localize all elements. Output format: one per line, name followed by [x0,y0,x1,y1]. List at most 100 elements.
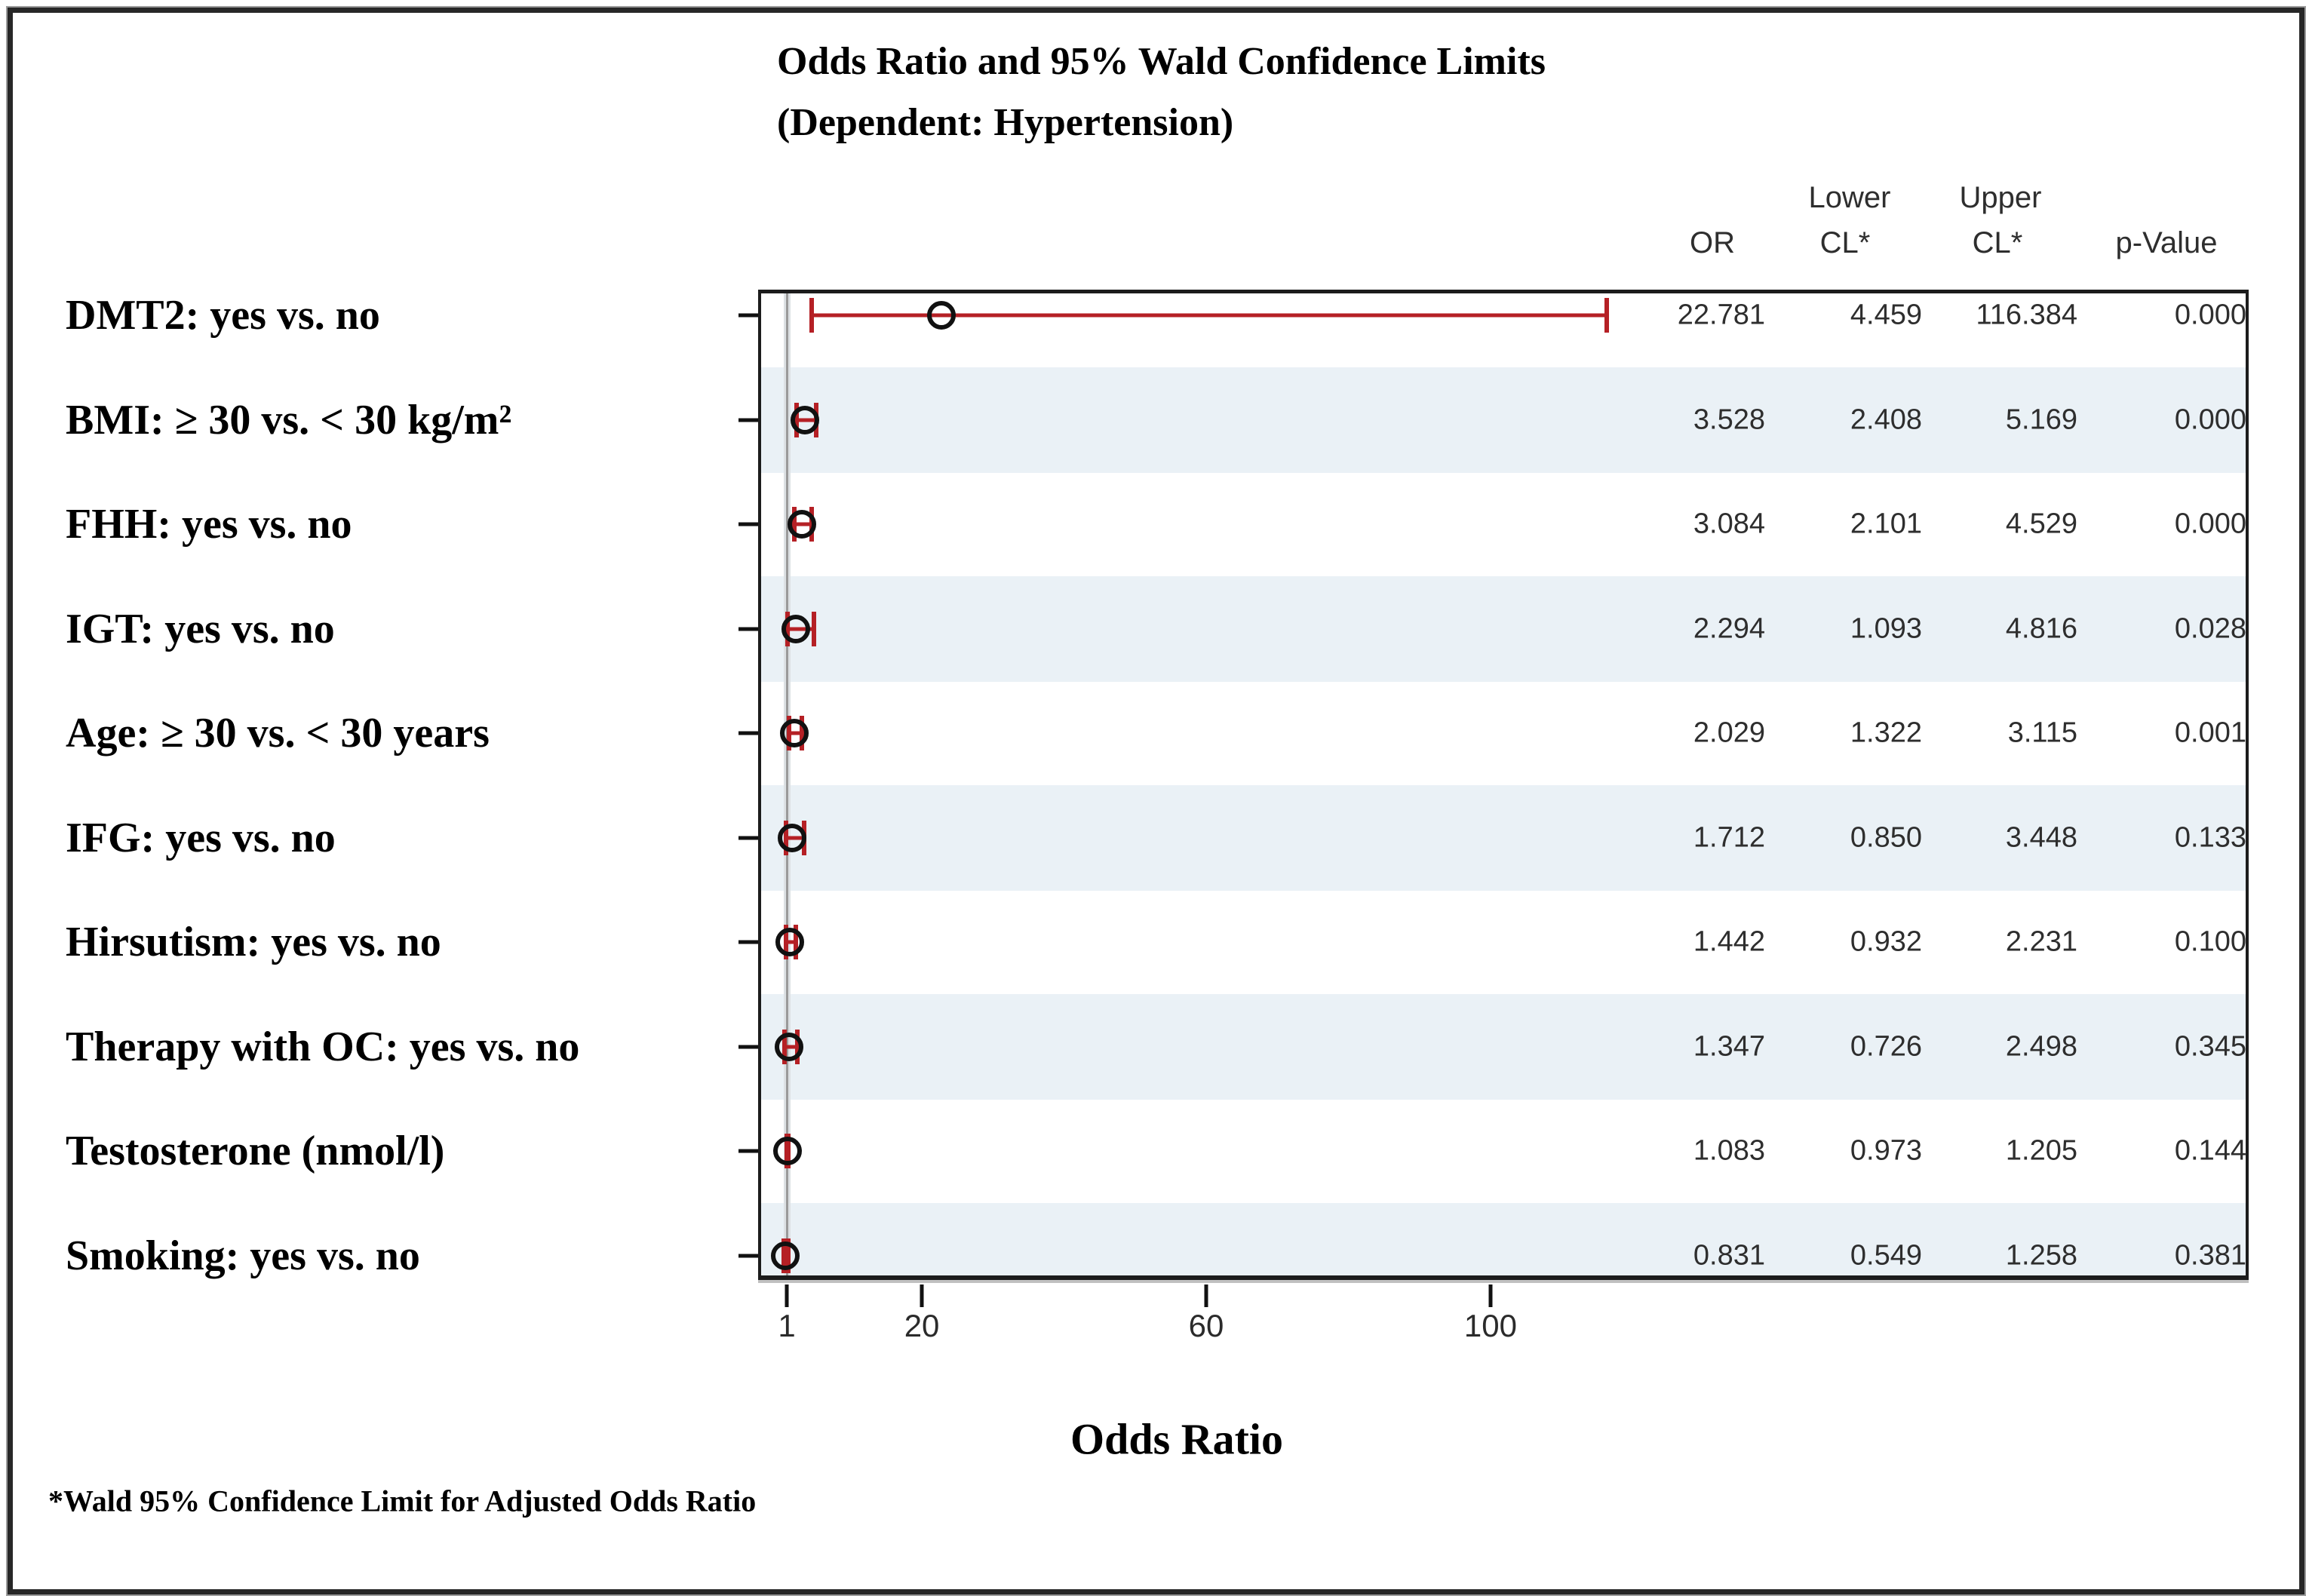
row-shading-band [761,993,2246,1100]
upper-cl-value: 1.205 [2005,1134,2077,1167]
p-value: 0.000 [2174,299,2246,331]
x-axis-tick-label: 100 [1463,1308,1518,1343]
odds-ratio-marker [772,1137,802,1165]
p-value: 0.381 [2174,1239,2246,1271]
upper-cl-value: 4.529 [2005,508,2077,540]
upper-cl-value: 3.115 [2007,717,2077,749]
y-axis-tick [738,313,758,318]
y-axis-tick [738,1254,758,1257]
odds-ratio-marker [771,1241,800,1270]
lower-cl-value: 0.549 [1850,1239,1922,1271]
y-axis-tick [738,731,758,735]
figure-frame: Odds Ratio and 95% Wald Confidence Limit… [6,6,2306,1596]
column-header-lower-line2: CL* [1819,226,1871,259]
y-axis-tick [738,940,758,944]
row-shading-band [761,367,2246,473]
row-shading-band [761,575,2246,682]
p-value: 0.000 [2174,508,2246,540]
ci-cap-upper [811,611,816,646]
x-axis-tick [1488,1284,1493,1307]
upper-cl-value: 1.258 [2005,1239,2077,1271]
lower-cl-value: 4.459 [1850,299,1922,331]
ci-whisker [811,313,1607,318]
lower-cl-value: 0.726 [1850,1030,1922,1062]
or-value: 1.442 [1693,925,1765,958]
or-value: 2.294 [1693,612,1765,644]
row-label: IFG: yes vs. no [66,814,336,861]
x-axis-tick-label: 20 [904,1308,940,1343]
row-label: BMI: ≥ 30 vs. < 30 kg/m² [66,396,512,444]
reference-line [786,293,788,1275]
row-label: Testosterone (nmol/l) [66,1128,445,1174]
odds-ratio-marker [787,510,816,539]
ci-cap-lower [809,298,814,333]
or-value: 3.084 [1693,508,1765,540]
lower-cl-value: 0.973 [1850,1134,1922,1167]
upper-cl-value: 3.448 [2005,821,2077,853]
x-axis-tick [1204,1284,1208,1307]
lower-cl-value: 1.322 [1850,717,1922,749]
odds-ratio-marker [775,1032,804,1061]
y-axis-tick [738,418,758,422]
odds-ratio-marker [779,719,809,747]
x-axis-tick [920,1284,924,1307]
odds-ratio-marker [775,928,805,956]
row-shading-band [761,1202,2246,1275]
y-axis-tick [738,836,758,839]
lower-cl-value: 1.093 [1850,612,1922,644]
lower-cl-value: 2.408 [1850,404,1922,435]
row-label: FHH: yes vs. no [66,501,352,548]
footnote: *Wald 95% Confidence Limit for Adjusted … [48,1484,757,1518]
column-header-upper-line2: CL* [1972,226,2023,259]
odds-ratio-marker [777,823,806,852]
row-label: Age: ≥ 30 vs. < 30 years [66,710,490,757]
or-value: 3.528 [1693,404,1765,435]
p-value: 0.100 [2174,925,2246,958]
or-value: 2.029 [1693,717,1765,749]
column-header-or: OR [1690,226,1735,259]
row-label: DMT2: yes vs. no [66,292,380,339]
row-label: Smoking: yes vs. no [66,1232,420,1279]
x-axis-tick-label: 60 [1188,1308,1224,1343]
plot-area: 22.781 4.459 116.384 0.000 3.528 2.408 5.169 0.… [758,290,2249,1280]
x-axis-tick-label: 1 [778,1308,796,1343]
or-value: 1.712 [1693,821,1765,853]
or-value: 22.781 [1677,299,1765,331]
or-value: 0.831 [1693,1239,1765,1271]
odds-ratio-marker [781,614,811,643]
upper-cl-value: 5.169 [2005,404,2077,435]
y-axis-tick [738,522,758,526]
lower-cl-value: 0.850 [1850,821,1922,853]
lower-cl-value: 0.932 [1850,925,1922,958]
figure-title-line2: (Dependent: Hypertension) [777,100,1234,144]
column-header-pvalue: p-Value [2115,226,2218,259]
p-value: 0.000 [2174,404,2246,435]
column-header-lower-line1: Lower [1808,181,1891,214]
x-axis-title: Odds Ratio [1070,1414,1284,1464]
y-axis-tick [738,1149,758,1153]
upper-cl-value: 116.384 [1976,299,2077,331]
row-shading-band [761,784,2246,891]
y-axis-tick [738,627,758,631]
or-value: 1.347 [1693,1030,1765,1062]
lower-cl-value: 2.101 [1850,508,1922,540]
odds-ratio-marker [927,301,956,330]
y-axis-tick [738,1045,758,1048]
upper-cl-value: 2.498 [2005,1030,2077,1062]
p-value: 0.144 [2174,1134,2246,1167]
row-label: IGT: yes vs. no [66,605,335,652]
column-header-upper-line1: Upper [1959,181,2042,214]
ci-cap-upper [1604,298,1610,333]
x-axis-tick [785,1284,789,1307]
figure-title-line1: Odds Ratio and 95% Wald Confidence Limit… [777,40,1546,83]
p-value: 0.001 [2174,717,2246,749]
upper-cl-value: 2.231 [2005,925,2077,958]
row-label: Hirsutism: yes vs. no [66,919,441,965]
p-value: 0.345 [2174,1030,2246,1062]
odds-ratio-marker [790,405,819,434]
row-label: Therapy with OC: yes vs. no [66,1023,580,1070]
figure-title: Odds Ratio and 95% Wald Confidence Limit… [777,32,1546,153]
or-value: 1.083 [1693,1134,1765,1167]
upper-cl-value: 4.816 [2005,612,2077,644]
p-value: 0.133 [2174,821,2246,853]
